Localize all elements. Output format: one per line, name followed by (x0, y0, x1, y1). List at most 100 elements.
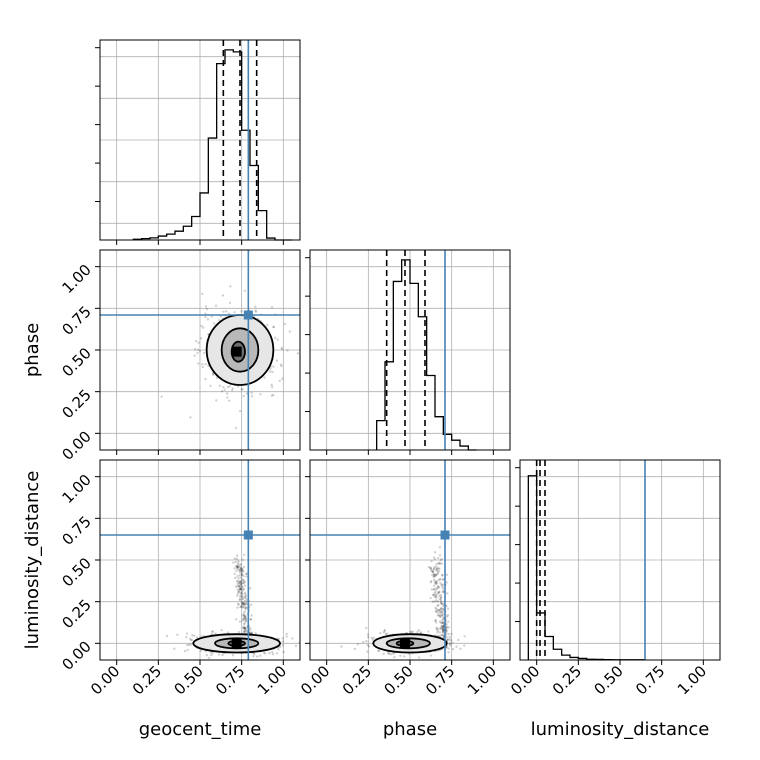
sample-point (439, 600, 443, 603)
sample-point (437, 570, 441, 573)
sample-point (429, 654, 433, 657)
sample-point (250, 394, 254, 398)
sample-point (441, 630, 445, 634)
sample-point (445, 627, 448, 630)
sample-point (242, 602, 245, 606)
sample-point (193, 634, 196, 638)
sample-point (237, 603, 240, 606)
sample-point (431, 570, 434, 574)
sample-point (441, 609, 444, 612)
sample-point (282, 650, 285, 654)
sample-point (447, 626, 450, 629)
sample-point (447, 632, 450, 636)
sample-point (441, 574, 444, 577)
sample-point (440, 584, 443, 587)
sample-point (239, 605, 243, 609)
sample-point (387, 652, 390, 656)
sample-point (441, 607, 445, 611)
sample-point (238, 588, 241, 592)
sample-point (273, 336, 277, 339)
sample-point (434, 573, 437, 577)
sample-point (241, 388, 244, 391)
sample-point (185, 632, 189, 635)
sample-point (439, 634, 442, 637)
y-tick-label: 1.00 (58, 471, 94, 507)
x-tick-label: 0.25 (549, 662, 585, 698)
sample-point (236, 563, 240, 567)
sample-point (263, 652, 267, 655)
sample-point (438, 546, 442, 549)
sample-point (241, 581, 244, 585)
sample-point (241, 601, 244, 605)
sample-point (437, 603, 440, 607)
sample-point (238, 409, 242, 413)
sample-point (217, 653, 221, 656)
sample-point (438, 614, 442, 617)
sample-point (438, 554, 442, 557)
sample-point (193, 348, 197, 351)
sample-point (283, 322, 287, 326)
sample-point (388, 652, 391, 655)
sample-point (438, 598, 442, 601)
sample-point (440, 611, 444, 614)
sample-point (240, 584, 243, 587)
sample-point (241, 597, 244, 600)
sample-point (383, 628, 387, 632)
x-tick-label: 0.75 (422, 662, 458, 698)
sample-point (268, 370, 272, 373)
x-tick-label: 0.00 (87, 662, 123, 698)
sample-point (362, 640, 365, 644)
sample-point (277, 648, 280, 651)
x-tick-label: 0.00 (507, 662, 543, 698)
sample-point (448, 638, 451, 641)
sample-point (436, 573, 439, 576)
sample-point (239, 595, 242, 599)
sample-point (436, 608, 439, 612)
y-tick-label: 0.00 (58, 427, 94, 463)
sample-point (366, 643, 369, 647)
sample-point (429, 568, 433, 571)
sample-point (241, 578, 245, 581)
sample-point (205, 308, 209, 311)
sample-point (269, 367, 272, 370)
sample-point (429, 567, 432, 570)
sample-point (218, 384, 222, 388)
density-peak (231, 638, 242, 649)
sample-point (436, 627, 439, 630)
sample-point (382, 631, 385, 634)
sample-point (250, 614, 253, 617)
sample-point (236, 567, 239, 570)
sample-point (239, 566, 242, 570)
sample-point (441, 590, 444, 593)
sample-point (439, 614, 442, 618)
sample-point (372, 636, 375, 640)
sample-point (242, 601, 245, 605)
sample-point (221, 294, 225, 297)
sample-point (432, 588, 436, 591)
sample-point (439, 598, 443, 602)
sample-point (439, 578, 442, 581)
sample-point (281, 640, 285, 643)
sample-point (244, 617, 248, 621)
y-tick-label: 0.75 (58, 302, 94, 338)
sample-point (442, 628, 445, 631)
sample-point (243, 614, 246, 618)
sample-point (432, 568, 435, 571)
sample-point (186, 648, 189, 652)
sample-point (220, 628, 223, 632)
sample-point (440, 583, 444, 586)
sample-point (198, 350, 202, 353)
sample-point (441, 573, 444, 577)
sample-point (210, 653, 213, 657)
sample-point (451, 647, 455, 651)
sample-point (189, 638, 193, 642)
sample-point (281, 637, 284, 640)
sample-point (241, 568, 244, 571)
sample-point (201, 365, 204, 369)
sample-point (206, 318, 210, 321)
sample-point (435, 581, 438, 585)
sample-point (226, 396, 229, 399)
sample-point (236, 565, 239, 569)
sample-point (242, 630, 246, 633)
y-axis-label: luminosity_distance (22, 471, 43, 650)
